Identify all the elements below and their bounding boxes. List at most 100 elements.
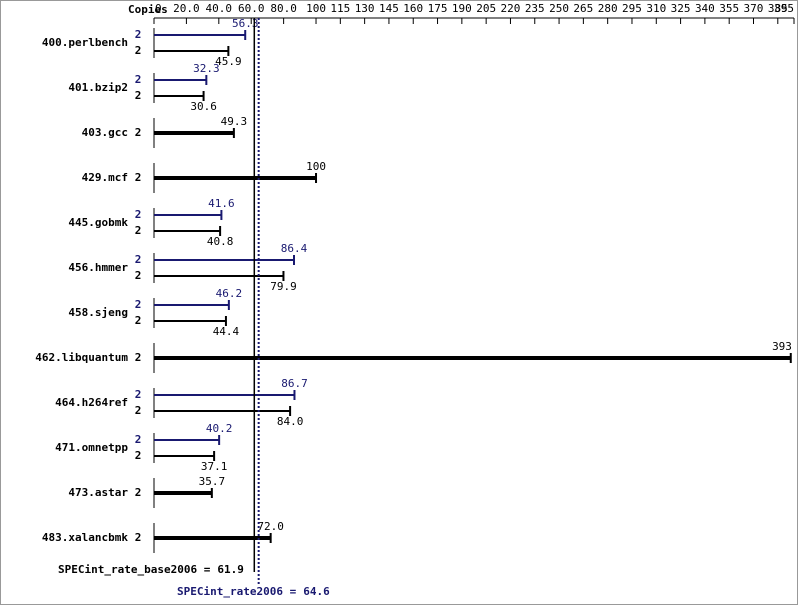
bar: [154, 439, 220, 441]
value-label: 79.9: [270, 280, 297, 293]
x-tick-label: 265: [573, 2, 593, 15]
category-label: 445.gobmk: [68, 216, 128, 229]
x-tick-label: 220: [501, 2, 521, 15]
x-tick-label: 160: [403, 2, 423, 15]
copies-label: 2: [135, 208, 142, 221]
bar: [154, 304, 229, 306]
category-label: 464.h264ref: [55, 396, 128, 409]
copies-label: 2: [135, 449, 142, 462]
bar: [154, 491, 212, 495]
copies-label: 2: [135, 351, 142, 364]
value-label: 40.8: [207, 235, 234, 248]
x-tick-label: 250: [549, 2, 569, 15]
category-label: 473.astar: [68, 486, 128, 499]
bar: [154, 536, 271, 540]
value-label: 100: [306, 160, 326, 173]
x-tick-label: 20.0: [173, 2, 200, 15]
bar: [154, 131, 234, 135]
bar: [154, 50, 229, 52]
copies-label: 2: [135, 388, 142, 401]
x-tick-label: 60.0: [238, 2, 265, 15]
copies-label: 2: [135, 269, 142, 282]
x-tick-label: 145: [379, 2, 399, 15]
bar: [154, 79, 207, 81]
reference-label: SPECint_rate_base2006 = 61.9: [58, 563, 244, 576]
value-label: 44.4: [213, 325, 240, 338]
value-label: 32.3: [193, 62, 220, 75]
category-label: 400.perlbench: [42, 36, 128, 49]
bar: [154, 320, 226, 322]
copies-label: 2: [135, 433, 142, 446]
copies-label: 2: [135, 89, 142, 102]
value-label: 45.9: [215, 55, 242, 68]
category-label: 429.mcf: [82, 171, 128, 184]
x-tick-label: 100: [306, 2, 326, 15]
copies-label: 2: [135, 486, 142, 499]
x-tick-label: 0: [155, 2, 162, 15]
x-tick-label: 190: [452, 2, 472, 15]
bar: [154, 410, 291, 412]
value-label: 46.2: [216, 287, 243, 300]
value-label: 84.0: [277, 415, 304, 428]
x-tick-label: 295: [622, 2, 642, 15]
bar: [154, 356, 791, 360]
value-label: 37.1: [201, 460, 228, 473]
copies-label: 2: [135, 531, 142, 544]
category-label: 401.bzip2: [68, 81, 128, 94]
bar: [154, 214, 222, 216]
value-label: 86.7: [281, 377, 308, 390]
bar: [154, 455, 215, 457]
category-label: 462.libquantum: [35, 351, 128, 364]
value-label: 86.4: [281, 242, 308, 255]
x-tick-label: 370: [744, 2, 764, 15]
copies-label: 2: [135, 28, 142, 41]
bar: [154, 394, 295, 396]
reference-value: 64.6: [303, 585, 330, 598]
x-tick-label: 205: [476, 2, 496, 15]
category-label: 471.omnetpp: [55, 441, 128, 454]
x-tick-label: 325: [671, 2, 691, 15]
value-label: 56.3: [232, 17, 259, 30]
x-tick-label: 130: [355, 2, 375, 15]
reference-value: 61.9: [217, 563, 244, 576]
reference-name: SPECint_rate2006 =: [177, 585, 297, 598]
bar: [154, 176, 317, 180]
x-tick-label: 310: [646, 2, 666, 15]
bar: [154, 230, 221, 232]
value-label: 393: [772, 340, 792, 353]
bar: [154, 34, 246, 36]
x-tick-label: 115: [330, 2, 350, 15]
bar: [154, 275, 284, 277]
x-tick-label: 280: [598, 2, 618, 15]
x-tick-label: 235: [525, 2, 545, 15]
copies-label: 2: [135, 126, 142, 139]
copies-label: 2: [135, 298, 142, 311]
bar: [154, 259, 294, 261]
category-label: 458.sjeng: [68, 306, 128, 319]
copies-label: 2: [135, 73, 142, 86]
copies-label: 2: [135, 253, 142, 266]
value-label: 49.3: [221, 115, 248, 128]
axis-label: Copies: [128, 3, 168, 16]
category-label: 483.xalancbmk: [42, 531, 128, 544]
x-tick-label: 80.0: [270, 2, 297, 15]
value-label: 40.2: [206, 422, 233, 435]
value-label: 30.6: [190, 100, 217, 113]
x-tick-label: 340: [695, 2, 715, 15]
copies-label: 2: [135, 314, 142, 327]
value-label: 35.7: [199, 475, 226, 488]
value-label: 72.0: [257, 520, 284, 533]
reference-name: SPECint_rate_base2006 =: [58, 563, 211, 576]
copies-label: 2: [135, 404, 142, 417]
category-label: 456.hmmer: [68, 261, 128, 274]
x-tick-label: 395: [774, 2, 794, 15]
reference-label: SPECint_rate2006 = 64.6: [177, 585, 330, 598]
copies-label: 2: [135, 171, 142, 184]
copies-label: 2: [135, 44, 142, 57]
copies-label: 2: [135, 224, 142, 237]
x-tick-label: 385: [768, 2, 788, 15]
x-tick-label: 175: [428, 2, 448, 15]
bar: [154, 95, 204, 97]
category-label: 403.gcc: [82, 126, 128, 139]
